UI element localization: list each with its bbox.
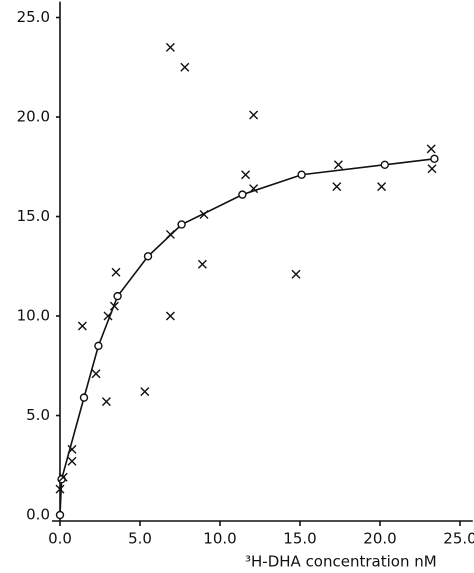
cross-point	[58, 472, 68, 482]
cross-point	[249, 110, 259, 120]
y-tick-label: 15.0	[17, 207, 50, 225]
cross-point	[333, 160, 343, 170]
point	[430, 154, 439, 164]
y-tick-label: 5.0	[26, 406, 50, 424]
cross-point	[165, 311, 175, 321]
cross-point	[291, 269, 301, 279]
cross-point	[140, 387, 150, 397]
cross-point	[332, 182, 342, 192]
y-tick-label: 10.0	[17, 307, 50, 325]
y-tick-label: 20.0	[17, 108, 50, 126]
x-tick-label: 20.0	[363, 530, 396, 548]
cross-point	[101, 397, 111, 407]
cross-point	[197, 259, 207, 269]
cross-point	[91, 369, 101, 379]
point	[113, 291, 122, 301]
point	[94, 341, 103, 351]
point	[79, 393, 89, 402]
point	[238, 190, 247, 199]
cross-point	[55, 484, 65, 494]
x-tick-label: 5.0	[128, 530, 152, 548]
x-axis-label: ³H-DHA concentration nM	[245, 553, 437, 571]
y-tick-label: 25.0	[17, 8, 50, 26]
x-tick-label: 0.0	[48, 530, 72, 548]
fit-line	[59, 158, 435, 516]
cross-point	[426, 144, 436, 154]
cross-point	[165, 42, 175, 52]
cross-point	[77, 321, 87, 331]
cross-point	[241, 170, 251, 180]
point	[55, 510, 65, 520]
cross-point	[427, 164, 437, 174]
y-tick-label: 0.0	[26, 506, 50, 524]
point	[143, 252, 153, 261]
cross-point	[103, 311, 113, 321]
point	[297, 170, 306, 179]
cross-point	[67, 444, 77, 454]
point	[177, 220, 186, 229]
cross-point	[165, 229, 175, 239]
cross-point	[249, 184, 259, 194]
cross-point	[67, 456, 77, 466]
point	[380, 160, 389, 169]
x-tick-label: 25.0	[443, 530, 474, 548]
cross-point	[180, 62, 190, 72]
cross-point	[109, 301, 119, 311]
cross-point	[111, 267, 121, 277]
cross-point	[377, 182, 387, 192]
x-tick-label: 10.0	[203, 530, 236, 548]
cross-point	[199, 210, 209, 220]
x-tick-label: 15.0	[283, 530, 316, 548]
